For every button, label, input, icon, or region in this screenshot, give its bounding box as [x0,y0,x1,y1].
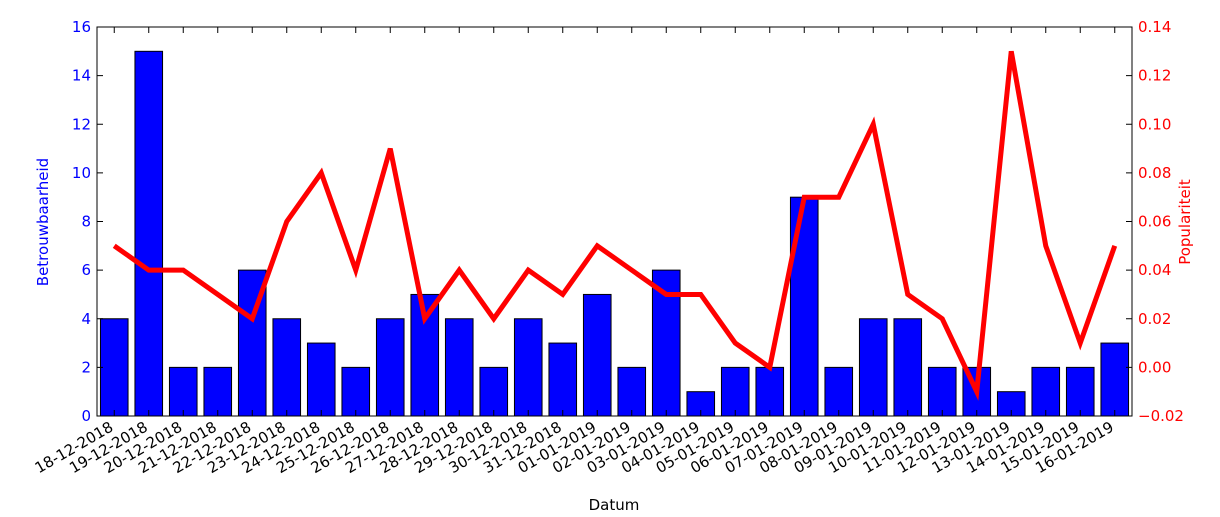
line [112,50,1118,401]
bar [99,318,129,417]
y-tick-label: 8 [81,213,91,231]
bar [789,196,819,417]
y2-axis-title: Populariteit [1176,179,1194,265]
y-tick-label: 4 [81,310,91,328]
bar [375,318,405,417]
bar [203,366,233,417]
y2-tick-label: 0.10 [1138,115,1171,133]
bar [272,318,302,417]
bar [479,366,509,417]
bar [306,342,336,417]
y-axis-title: Betrouwbaarheid [34,158,52,286]
bar [444,318,474,417]
bar [168,366,198,417]
y-tick-label: 2 [81,358,91,376]
bar [893,318,923,417]
bar [341,366,371,417]
y-tick-label: 14 [72,67,91,85]
y-tick-label: 6 [81,261,91,279]
bar [927,366,957,417]
x-axis-title: Datum [589,496,640,514]
bar [1065,366,1095,417]
y2-tick-label: 0.12 [1138,67,1171,85]
bar [548,342,578,417]
bar [1031,366,1061,417]
y-tick-label: 12 [72,115,91,133]
bar [858,318,888,417]
y-tick-label: 16 [72,18,91,36]
y2-tick-label: 0.02 [1138,310,1171,328]
bar [1100,342,1130,417]
bar [824,366,854,417]
y2-tick-label: 0.06 [1138,213,1171,231]
y-tick-label: 0 [81,407,91,425]
y-tick-label: 10 [72,164,91,182]
y2-tick-label: −0.02 [1138,407,1184,425]
y2-tick-label: 0.08 [1138,164,1171,182]
y2-tick-label: 0.04 [1138,261,1171,279]
y2-tick-label: 0.14 [1138,18,1171,36]
bar [617,366,647,417]
bar [720,366,750,417]
bar [513,318,543,417]
bar [755,366,785,417]
bar [582,293,612,417]
y2-tick-label: 0.00 [1138,358,1171,376]
bar [134,50,164,417]
